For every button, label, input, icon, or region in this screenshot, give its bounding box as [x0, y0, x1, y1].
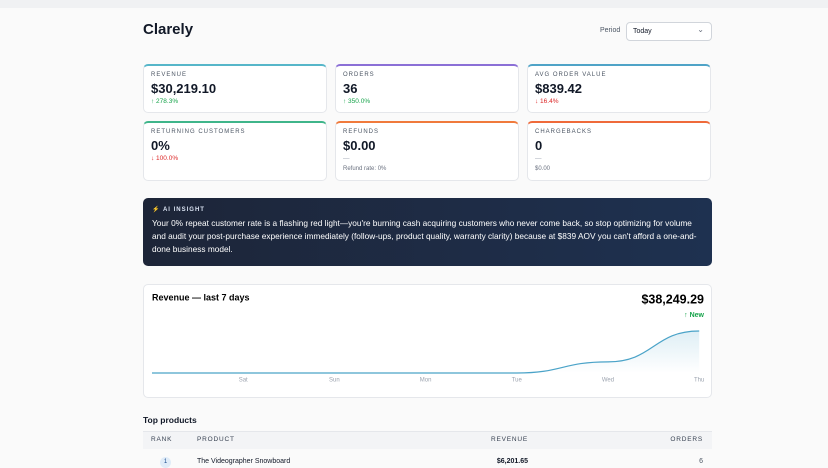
metric-card: CHARGEBACKS 0 — $0.00	[527, 121, 711, 181]
period-label: Period	[600, 27, 621, 34]
metric-change: —	[343, 155, 350, 162]
metric-label: REVENUE	[151, 72, 188, 78]
metric-label: AVG ORDER VALUE	[535, 72, 607, 78]
insight-text: Your 0% repeat customer rate is a flashi…	[152, 218, 697, 254]
table-cell: The Videographer Snowboard	[197, 458, 291, 465]
metric-change: —	[535, 155, 542, 162]
x-tick-label: Thu	[694, 378, 704, 384]
revenue-chart: Revenue — last 7 days $38,249.29 ↑ New S…	[152, 292, 705, 384]
app-title: Clarely	[143, 21, 194, 38]
metric-note: $0.00	[535, 166, 551, 172]
top-bar	[0, 0, 828, 8]
metric-label: REFUNDS	[343, 129, 380, 135]
column-header: RANK	[151, 436, 173, 443]
x-tick-label: Mon	[420, 378, 432, 384]
insight-box: ⚡ AI INSIGHT Your 0% repeat customer rat…	[143, 198, 712, 266]
metric-card: RETURNING CUSTOMERS 0% ↓ 100.0%	[143, 121, 327, 181]
x-tick-label: Sun	[329, 378, 340, 384]
metric-change: ↑ 278.3%	[151, 98, 179, 105]
column-header: PRODUCT	[197, 436, 235, 443]
period-value: Today	[633, 28, 652, 35]
period-select[interactable]: Today	[626, 22, 712, 41]
metric-label: RETURNING CUSTOMERS	[151, 129, 246, 135]
metric-card: ORDERS 36 ↑ 350.0%	[335, 64, 519, 113]
rank-badge: 1	[160, 457, 171, 468]
metric-value: $30,219.10	[151, 81, 217, 96]
metric-label: CHARGEBACKS	[535, 129, 593, 135]
insight-label: ⚡ AI INSIGHT	[152, 207, 205, 213]
metric-label: ORDERS	[343, 72, 375, 78]
x-tick-label: Wed	[602, 378, 614, 384]
metric-value: 0%	[151, 138, 170, 153]
chart-total: $38,249.29	[641, 292, 704, 306]
metric-card: AVG ORDER VALUE $839.42 ↓ 16.4%	[527, 64, 711, 113]
insight-label-text: AI INSIGHT	[162, 207, 205, 213]
metric-value: $0.00	[343, 138, 376, 153]
metric-value: 36	[343, 81, 358, 96]
metric-value: $839.42	[535, 81, 582, 96]
top-products-title: Top products	[143, 415, 197, 425]
x-tick-label: Tue	[512, 378, 523, 384]
column-header: ORDERS	[670, 436, 703, 443]
metric-change: ↑ 350.0%	[343, 98, 371, 105]
metric-card: REVENUE $30,219.10 ↑ 278.3%	[143, 64, 327, 113]
rank-cell: 1	[160, 457, 171, 468]
chart-badge: ↑ New	[684, 312, 704, 319]
column-header: REVENUE	[490, 436, 528, 443]
chart-title: Revenue — last 7 days	[152, 292, 250, 302]
revenue-area	[152, 331, 700, 373]
metric-card: REFUNDS $0.00 — Refund rate: 0%	[335, 121, 519, 181]
metric-change: ↓ 100.0%	[151, 155, 179, 162]
table-cell: 6	[699, 458, 703, 465]
table-cell: $6,201.65	[496, 458, 528, 465]
metric-note: Refund rate: 0%	[343, 166, 387, 172]
revenue-card: Revenue — last 7 days $38,249.29 ↑ New S…	[143, 284, 712, 398]
x-tick-label: Sat	[239, 378, 248, 384]
revenue-line	[152, 330, 700, 374]
metric-value: 0	[535, 138, 543, 153]
table-header	[143, 431, 712, 449]
metric-change: ↓ 16.4%	[535, 98, 559, 105]
